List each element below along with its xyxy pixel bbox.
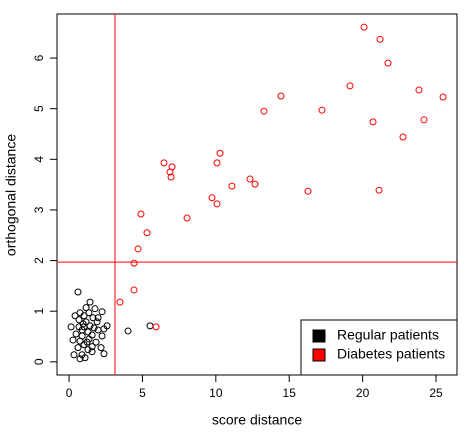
point [103, 322, 111, 330]
point [75, 316, 83, 324]
point [97, 344, 105, 352]
point [251, 180, 259, 188]
y-tick-label: 0 [32, 358, 46, 365]
legend-box [300, 319, 458, 376]
point [277, 92, 285, 100]
legend-label: Regular patients [337, 327, 439, 343]
point [82, 304, 90, 312]
x-tick-label: 25 [429, 386, 443, 400]
point [94, 314, 102, 322]
point [80, 312, 88, 320]
point [160, 159, 168, 167]
point [76, 337, 84, 345]
point [93, 318, 101, 326]
point [213, 200, 221, 208]
x-tick-label: 20 [356, 386, 370, 400]
point [130, 259, 138, 267]
point [79, 320, 87, 328]
point [346, 82, 354, 90]
point [130, 286, 138, 294]
point [152, 323, 160, 331]
point [92, 338, 100, 346]
point [84, 328, 92, 336]
point [85, 309, 93, 317]
plot-frame [56, 13, 458, 376]
point [71, 312, 79, 320]
x-tick-label: 5 [139, 386, 146, 400]
point [216, 149, 224, 157]
point [116, 298, 124, 306]
point [100, 350, 108, 358]
point [228, 182, 236, 190]
x-tick-label: 10 [209, 386, 223, 400]
point [439, 93, 447, 101]
point [399, 133, 407, 141]
x-axis-title: score distance [212, 412, 302, 428]
y-tick-label: 1 [32, 308, 46, 315]
y-axis-title: orthogonal distance [3, 134, 19, 256]
point [90, 324, 98, 332]
point [369, 118, 377, 126]
point [208, 194, 216, 202]
point [91, 305, 99, 313]
point [415, 86, 423, 94]
point [260, 107, 268, 115]
point [137, 210, 145, 218]
point [88, 331, 96, 339]
point [246, 175, 254, 183]
x-tick-label: 15 [283, 386, 297, 400]
point [124, 327, 132, 335]
point [146, 322, 154, 330]
legend-swatch [312, 348, 326, 362]
x-tick-label: 0 [66, 386, 73, 400]
point [167, 173, 175, 181]
point [360, 23, 368, 31]
point [81, 354, 89, 362]
point [83, 338, 91, 346]
legend-swatch [312, 329, 326, 343]
point [72, 330, 80, 338]
point [318, 106, 326, 114]
point [88, 348, 96, 356]
y-tick-label: 6 [32, 54, 46, 61]
point [70, 351, 78, 359]
point [67, 323, 75, 331]
point [134, 245, 142, 253]
point [384, 59, 392, 67]
point [213, 159, 221, 167]
point [84, 346, 92, 354]
point [304, 187, 312, 195]
y-tick-label: 5 [32, 105, 46, 112]
point [86, 322, 94, 330]
point [143, 229, 151, 237]
point [98, 308, 106, 316]
legend-label: Diabetes patients [337, 346, 445, 362]
point [69, 336, 77, 344]
point [420, 116, 428, 124]
point [183, 214, 191, 222]
point [74, 344, 82, 352]
y-tick-label: 4 [32, 156, 46, 163]
y-tick-label: 3 [32, 206, 46, 213]
point [376, 35, 384, 43]
point [86, 298, 94, 306]
point [74, 288, 82, 296]
point [375, 186, 383, 194]
point [76, 355, 84, 363]
point [98, 332, 106, 340]
y-tick-label: 2 [32, 257, 46, 264]
point [89, 314, 97, 322]
point [168, 163, 176, 171]
